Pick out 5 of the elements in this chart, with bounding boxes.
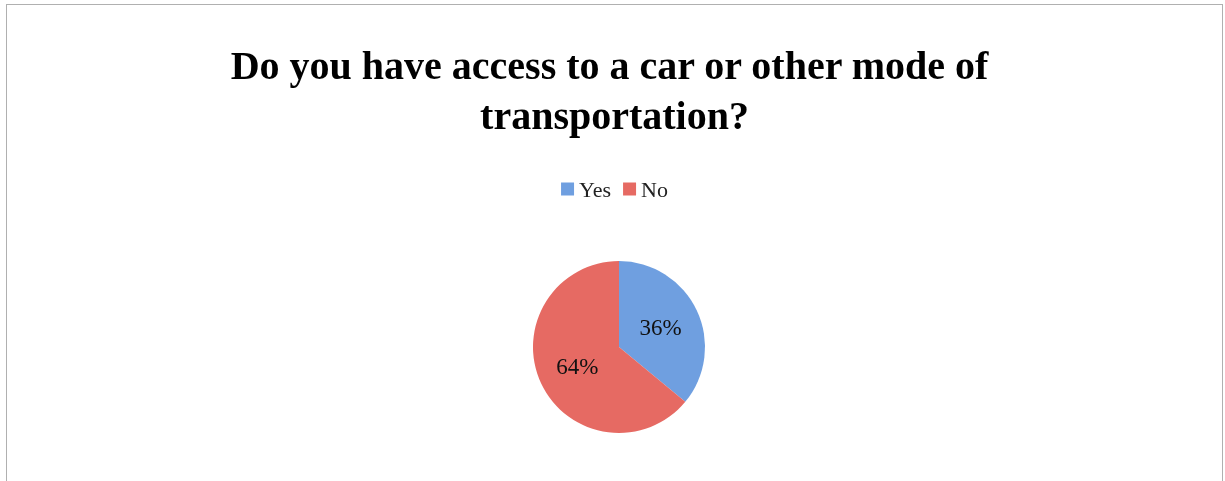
data-label: 64%: [556, 354, 599, 380]
legend-label: No: [641, 176, 668, 202]
data-label: 36%: [639, 314, 682, 340]
chart-title: Do you have access to a car or other mode of transportation?: [230, 42, 999, 138]
legend-label: Yes: [579, 176, 612, 202]
